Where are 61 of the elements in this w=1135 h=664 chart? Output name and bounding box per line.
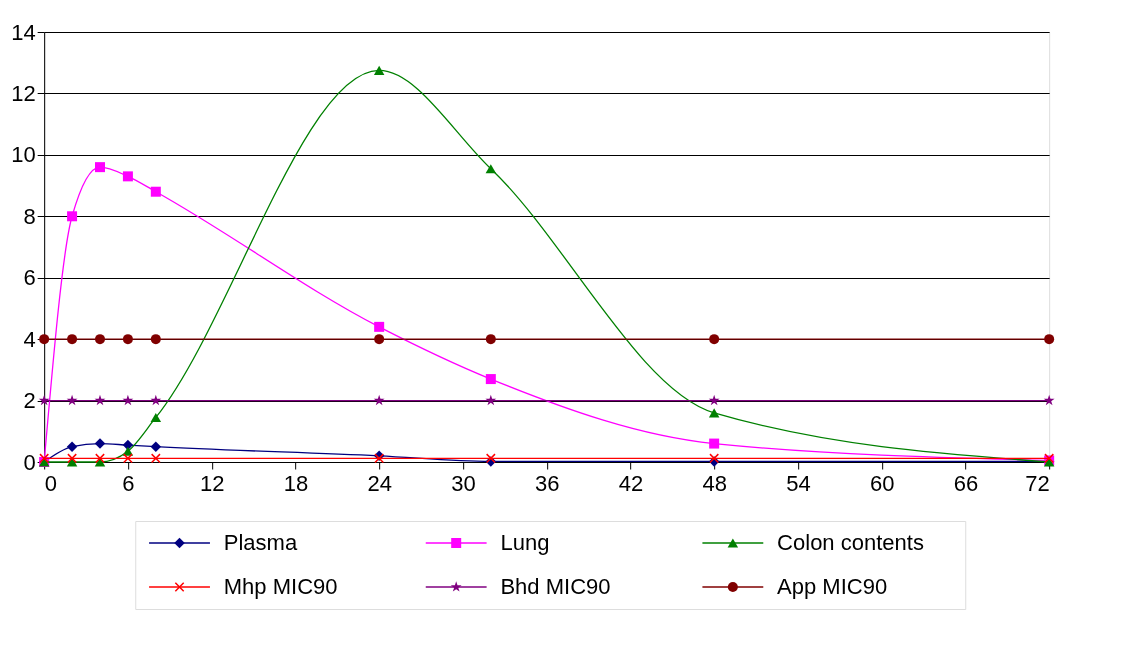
point xyxy=(67,334,78,345)
point xyxy=(1044,334,1055,345)
point xyxy=(67,453,78,464)
point xyxy=(485,394,497,406)
point xyxy=(373,394,385,406)
point xyxy=(709,334,720,345)
legend-label: Mhp MIC90 xyxy=(223,574,338,599)
point xyxy=(94,162,105,173)
point xyxy=(150,334,161,345)
legend-label: Bhd MIC90 xyxy=(500,574,611,599)
point xyxy=(94,334,105,345)
point xyxy=(150,394,162,406)
legend-label: App MIC90 xyxy=(777,574,888,599)
x-tick-label: 36 xyxy=(534,470,560,496)
x-tick-label: 42 xyxy=(618,470,644,496)
x-tick-label: 72 xyxy=(1025,470,1050,496)
legend-label: Plasma xyxy=(223,530,298,555)
point xyxy=(708,394,720,406)
x-tick-label: 66 xyxy=(953,470,979,496)
point xyxy=(150,453,161,464)
point xyxy=(150,412,162,423)
x-tick-label: 6 xyxy=(122,470,135,496)
legend-label: Colon contents xyxy=(777,530,924,555)
point xyxy=(374,321,385,332)
y-tick-label: 8 xyxy=(23,203,36,229)
y-tick-label: 14 xyxy=(11,19,36,45)
x-tick-label: 0 xyxy=(44,470,57,496)
y-tick-label: 10 xyxy=(11,142,36,168)
legend-label: Lung xyxy=(500,530,550,555)
point xyxy=(95,453,105,464)
x-tick-label: 12 xyxy=(199,470,225,496)
x-tick-label: 48 xyxy=(702,470,727,496)
x-tick-label: 60 xyxy=(869,470,895,496)
point xyxy=(150,441,162,452)
point xyxy=(150,186,161,197)
y-tick-label: 6 xyxy=(23,265,36,291)
x-tick-label: 30 xyxy=(451,470,476,496)
y-tick-label: 0 xyxy=(23,449,36,475)
point xyxy=(122,394,134,406)
point xyxy=(709,438,720,449)
point xyxy=(485,334,496,345)
x-tick-label: 18 xyxy=(283,470,309,496)
y-tick-label: 2 xyxy=(23,388,36,414)
point xyxy=(67,211,78,222)
point xyxy=(94,438,106,449)
point xyxy=(374,334,385,345)
point xyxy=(1043,394,1055,406)
point xyxy=(708,408,720,418)
y-tick-label: 12 xyxy=(11,80,36,106)
point xyxy=(373,65,385,75)
point xyxy=(94,394,106,406)
y-tick-label: 4 xyxy=(23,326,36,352)
point xyxy=(485,164,497,174)
point xyxy=(122,171,133,182)
x-tick-label: 54 xyxy=(786,470,811,496)
point xyxy=(122,334,133,345)
x-tick-label: 24 xyxy=(367,470,392,496)
point xyxy=(485,374,496,385)
point xyxy=(122,453,133,464)
point xyxy=(66,394,78,406)
point xyxy=(66,441,78,452)
